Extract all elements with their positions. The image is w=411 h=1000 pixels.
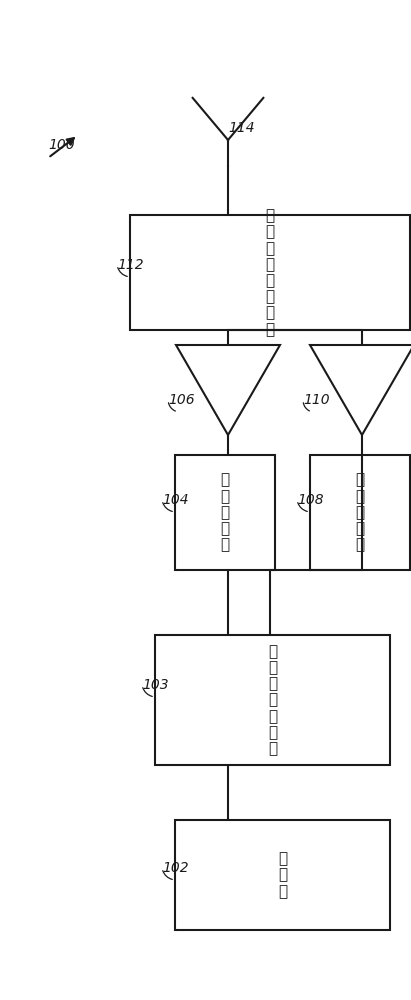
Bar [130, 215, 410, 330]
Bar [175, 820, 390, 930]
Polygon shape [310, 345, 411, 435]
Text: 104: 104 [162, 493, 189, 507]
Polygon shape [176, 345, 280, 435]
Text: 108: 108 [297, 493, 323, 507]
Text: 发
射
调
制
解
调
器: 发 射 调 制 解 调 器 [268, 644, 277, 756]
Text: 110: 110 [303, 393, 330, 407]
Text: 射
频
调
制
器: 射 频 调 制 器 [220, 473, 230, 552]
Text: 100: 100 [48, 138, 75, 152]
Text: 103: 103 [142, 678, 169, 692]
Bar [175, 455, 275, 570]
Text: 可
调
谐
组
合
器
系
统: 可 调 谐 组 合 器 系 统 [266, 208, 275, 337]
Bar [310, 455, 410, 570]
Text: 102: 102 [162, 861, 189, 875]
Text: 106: 106 [168, 393, 195, 407]
Text: 射
频
调
制
器: 射 频 调 制 器 [356, 473, 365, 552]
Bar [155, 635, 390, 765]
Text: 112: 112 [117, 258, 143, 272]
Text: 音
频
源: 音 频 源 [278, 851, 287, 899]
Text: 114: 114 [228, 121, 255, 135]
